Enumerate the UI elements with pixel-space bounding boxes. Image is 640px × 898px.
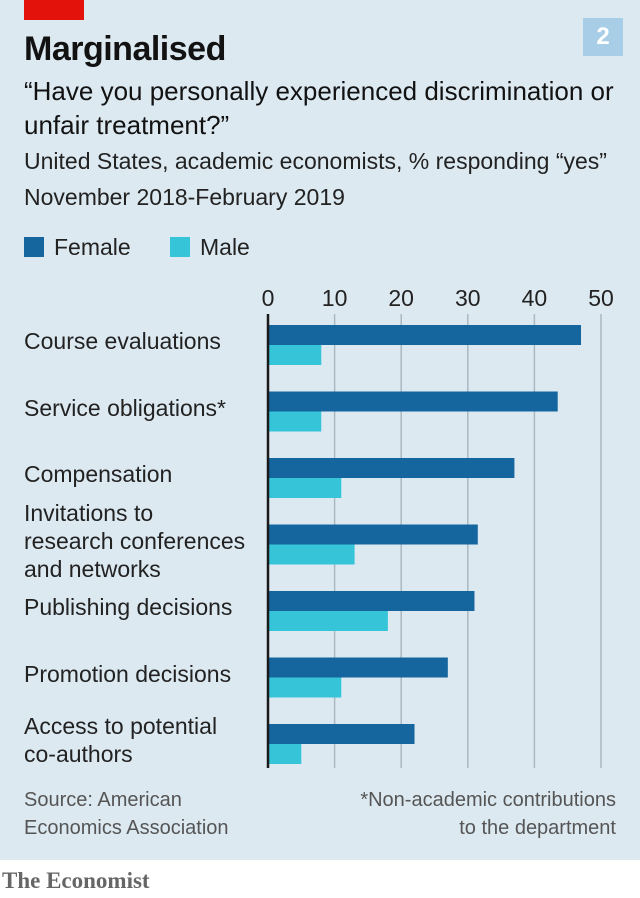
x-tick-label: 10 — [322, 285, 348, 311]
legend-swatch — [24, 237, 44, 257]
legend-label: Female — [54, 234, 131, 260]
legend-swatch — [170, 237, 190, 257]
bar-female — [268, 657, 448, 678]
x-tick-label: 20 — [388, 285, 414, 311]
category-label: Invitations to research conferences and ne… — [24, 499, 245, 583]
x-tick-label: 0 — [262, 285, 275, 311]
legend-item: Female — [24, 234, 131, 261]
category-label-line: Publishing decisions — [24, 594, 233, 620]
source-line: Source: American — [24, 789, 182, 811]
chart-number-badge: 2 — [583, 18, 623, 56]
chart-subtitle: “Have you personally experienced discrim… — [24, 76, 614, 140]
bar-female — [268, 325, 582, 345]
bar-male — [268, 744, 302, 764]
category-label-line: Service obligations* — [24, 394, 227, 421]
bar-male — [268, 544, 355, 565]
chart-title: Marginalised — [24, 30, 226, 68]
bar-male — [268, 478, 342, 498]
category-label-line: co-authors — [24, 741, 133, 767]
bar-chart: 0 10 20 30 40 50 — [262, 285, 614, 768]
source-note: Source: American Economics Association — [24, 786, 229, 842]
footnote-line: to the department — [459, 817, 616, 839]
x-tick-label: 40 — [522, 285, 548, 311]
category-label: Publishing decisions — [24, 593, 232, 621]
bar-female — [268, 724, 415, 744]
legend-item: Male — [170, 234, 250, 261]
source-line: Economics Association — [24, 817, 229, 839]
legend-label: Male — [200, 234, 250, 260]
chart-description: United States, academic economists, % re… — [24, 148, 607, 174]
brand-red-tag — [24, 0, 84, 20]
bar-female — [268, 591, 475, 611]
category-label-line: research conferences — [24, 527, 246, 554]
chart-date-range: November 2018-February 2019 — [24, 184, 345, 210]
bar-male — [268, 677, 342, 698]
bar-male — [268, 411, 322, 432]
category-label-line: Promotion decisions — [24, 660, 232, 687]
category-label: Access to potential co-authors — [24, 712, 217, 768]
category-label: Compensation — [24, 460, 172, 488]
category-label-line: Invitations to — [24, 499, 154, 526]
bar-female — [268, 458, 515, 478]
category-label-line: and networks — [24, 555, 161, 582]
x-tick-label: 50 — [588, 285, 614, 311]
category-label: Service obligations* — [24, 394, 226, 422]
category-label-line: Course evaluations — [24, 328, 221, 354]
brand-logo: The Economist — [2, 868, 150, 893]
footnote: *Non-academic contributions to the depar… — [360, 786, 616, 842]
bar-male — [268, 345, 322, 365]
bar-female — [268, 524, 478, 545]
bar-male — [268, 611, 388, 631]
category-label-line: Access to potential — [24, 713, 218, 739]
bar-female — [268, 391, 558, 412]
footnote-line: *Non-academic contributions — [360, 789, 616, 811]
x-tick-label: 30 — [455, 285, 481, 311]
category-label-line: Compensation — [24, 461, 173, 487]
category-label: Promotion decisions — [24, 660, 231, 688]
category-label: Course evaluations — [24, 327, 221, 355]
